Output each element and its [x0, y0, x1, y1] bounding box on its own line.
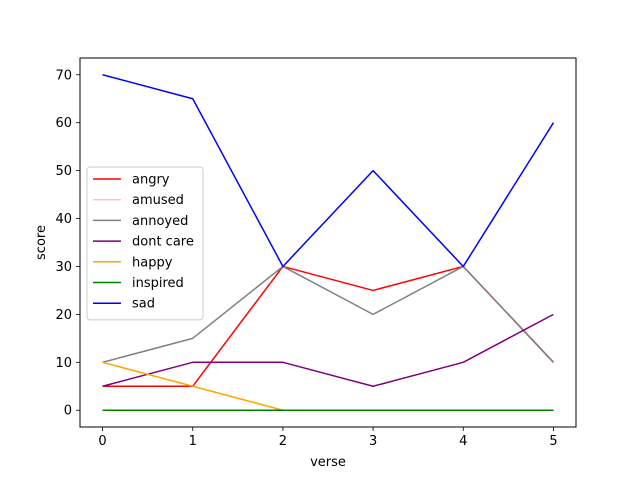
series-layer	[102, 74, 555, 411]
series-line-annoyed	[102, 265, 554, 364]
legend-label: inspired	[132, 276, 184, 291]
legend-label: sad	[132, 297, 155, 312]
legend-label: amused	[132, 193, 184, 208]
y-axis-label: score	[34, 225, 49, 260]
x-tick-label: 5	[549, 434, 557, 449]
x-tick-label: 4	[459, 434, 467, 449]
y-tick-label: 20	[55, 308, 72, 323]
y-tick-label: 70	[55, 68, 72, 83]
x-tick-label: 0	[98, 434, 106, 449]
series-line-sad	[102, 74, 555, 268]
y-tick-label: 40	[55, 212, 72, 227]
y-tick-label: 60	[55, 116, 72, 131]
legend-label: annoyed	[132, 214, 188, 229]
x-tick-label: 1	[189, 434, 197, 449]
y-tick-label: 0	[64, 404, 72, 419]
x-axis-label: verse	[310, 455, 346, 470]
legend-label: dont care	[132, 235, 194, 250]
legend-label: happy	[132, 255, 173, 270]
y-tick-label: 30	[55, 260, 72, 275]
legend-box	[86, 166, 204, 321]
x-tick-label: 2	[279, 434, 287, 449]
legend: angry amused annoyed dont care happy inspired…	[86, 166, 204, 321]
y-tick-label: 10	[55, 356, 72, 371]
x-tick-label: 3	[369, 434, 377, 449]
series-line-dont-care	[102, 313, 554, 388]
plot-frame	[79, 57, 577, 428]
y-tick-label: 50	[55, 164, 72, 179]
legend-label: angry	[132, 173, 170, 188]
